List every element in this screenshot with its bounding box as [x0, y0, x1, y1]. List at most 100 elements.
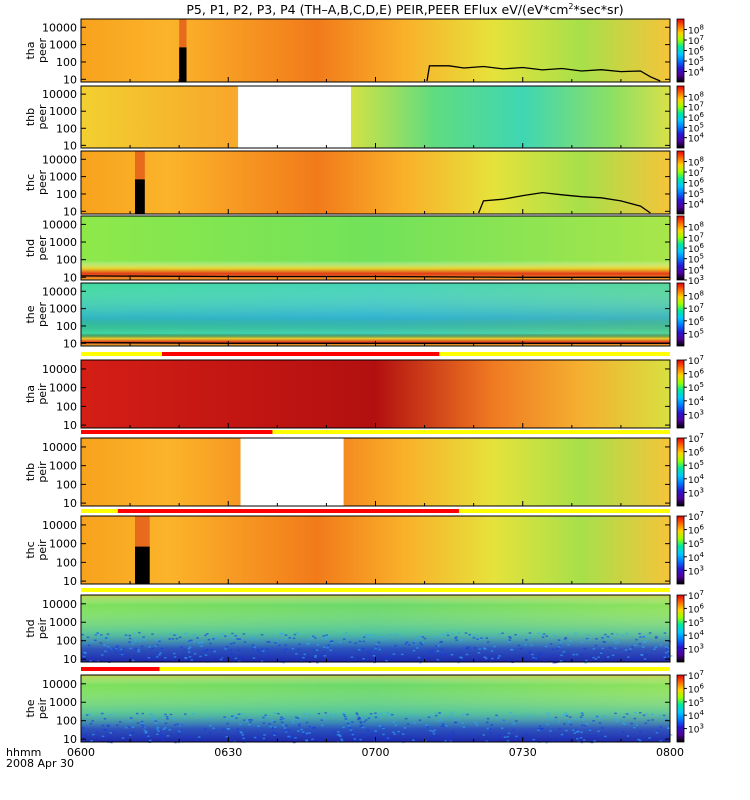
colorbar-tick-label: 105	[688, 696, 704, 709]
x-tick-label: 0630	[214, 746, 242, 759]
noise-layer	[81, 711, 673, 744]
svg-text:P5, P1, P2, P3, P4 (TH–A,B,C,D: P5, P1, P2, P3, P4 (TH–A,B,C,D,E) PEIR,P…	[186, 2, 623, 17]
y-tick-label: 1000	[49, 171, 77, 184]
colorbar-tick-label: 103	[688, 564, 704, 577]
panel-probe: the	[24, 305, 37, 323]
panel-probe: thd	[24, 239, 37, 257]
colorbar-tick-label: 103	[688, 643, 704, 656]
colorbar	[676, 515, 685, 585]
panels-group: 10000100010010thapeer1081071061051041000…	[24, 18, 704, 746]
colorbar-tick-label: 107	[688, 669, 704, 682]
colorbar-tick-label: 107	[688, 166, 704, 179]
y-tick-label: 10	[63, 575, 77, 588]
y-tick-label: 10	[63, 419, 77, 432]
y-tick-label: 10000	[42, 363, 77, 376]
panel-label: thapeir	[24, 383, 49, 405]
y-tick-label: 1000	[49, 696, 77, 709]
colorbar-tick-label: 106	[688, 524, 704, 537]
panel-label: thbpeir	[24, 461, 49, 483]
spectrogram-shading	[81, 151, 670, 214]
data-gap	[240, 438, 344, 506]
colorbar-tick-label: 106	[688, 111, 704, 124]
y-tick-label: 10	[63, 205, 77, 218]
mode-strip-active	[81, 667, 160, 671]
colorbar	[676, 18, 685, 83]
colorbar-tick-label: 103	[688, 274, 704, 287]
colorbar-tick-label: 105	[688, 121, 704, 134]
panel-label: thepeer	[24, 302, 49, 328]
panel-probe: thc	[24, 174, 37, 191]
colorbar-tick-label: 107	[688, 510, 704, 523]
panel-probe: thc	[24, 541, 37, 558]
y-tick-label: 10	[63, 497, 77, 510]
panel-label: thcpeir	[24, 539, 49, 561]
spacecraft-potential-line	[477, 191, 651, 214]
y-tick-label: 10	[63, 733, 77, 746]
mode-strip-active	[117, 509, 459, 513]
panel-species: peir	[36, 383, 49, 405]
panel-probe: tha	[24, 385, 37, 403]
y-tick-label: 10	[63, 653, 77, 666]
panel-species: peer	[36, 104, 49, 130]
title-main: P5, P1, P2, P3, P4 (TH–A,B,C,D,E) PEIR,P…	[186, 2, 568, 17]
y-tick-label: 10000	[42, 285, 77, 298]
x-tick-label: 0800	[656, 746, 684, 759]
panel-label: thdpeer	[24, 235, 49, 261]
y-tick-label: 1000	[49, 382, 77, 395]
colorbar-tick-label: 104	[688, 629, 704, 642]
y-tick-label: 100	[56, 188, 77, 201]
y-tick-label: 100	[56, 556, 77, 569]
colorbar-tick-label: 104	[688, 198, 704, 211]
y-tick-label: 1000	[49, 236, 77, 249]
y-tick-label: 10	[63, 73, 77, 86]
panel-species: peir	[36, 697, 49, 719]
panel-species: peer	[36, 235, 49, 261]
colorbar-tick-label: 106	[688, 315, 704, 328]
colorbar	[676, 437, 685, 507]
y-tick-label: 10000	[42, 519, 77, 532]
colorbar	[676, 282, 685, 347]
panel-probe: thd	[24, 619, 37, 637]
colorbar-tick-label: 107	[688, 34, 704, 47]
panel-probe: thb	[24, 463, 37, 481]
colorbar-tick-label: 105	[688, 55, 704, 68]
colorbar-tick-label: 108	[688, 290, 704, 303]
y-tick-label: 100	[56, 254, 77, 267]
panel-probe: tha	[24, 41, 37, 59]
colorbar-tick-label: 106	[688, 45, 704, 58]
saturation-block	[179, 19, 187, 48]
spectrogram-shading	[81, 595, 670, 662]
colorbar	[676, 674, 685, 743]
colorbar	[676, 85, 685, 149]
colorbar-tick-label: 105	[688, 253, 704, 266]
colorbar-tick-label: 107	[688, 302, 704, 315]
colorbar-tick-label: 107	[688, 101, 704, 114]
y-tick-label: 10	[63, 337, 77, 350]
y-tick-label: 100	[56, 320, 77, 333]
colorbar-tick-label: 107	[688, 231, 704, 244]
colorbar-tick-label: 108	[688, 156, 704, 169]
colorbar-tick-label: 104	[688, 132, 704, 145]
title-superscript: 2	[568, 2, 573, 11]
colorbar-tick-label: 103	[688, 723, 704, 736]
colorbar	[676, 594, 685, 663]
colorbar-tick-label: 103	[688, 486, 704, 499]
panel-label: thbpeer	[24, 104, 49, 130]
colorbar-tick-label: 105	[688, 187, 704, 200]
panel-label: thapeer	[24, 38, 49, 64]
spectrogram-shading	[81, 360, 670, 428]
title-tail: *sec*sr)	[573, 2, 623, 17]
panel-species: peir	[36, 539, 49, 561]
no-data-block	[179, 47, 187, 82]
panel-species: peir	[36, 461, 49, 483]
colorbar	[676, 359, 685, 429]
y-tick-label: 100	[56, 400, 77, 413]
x-axis-date: 2008 Apr 30	[6, 757, 74, 770]
